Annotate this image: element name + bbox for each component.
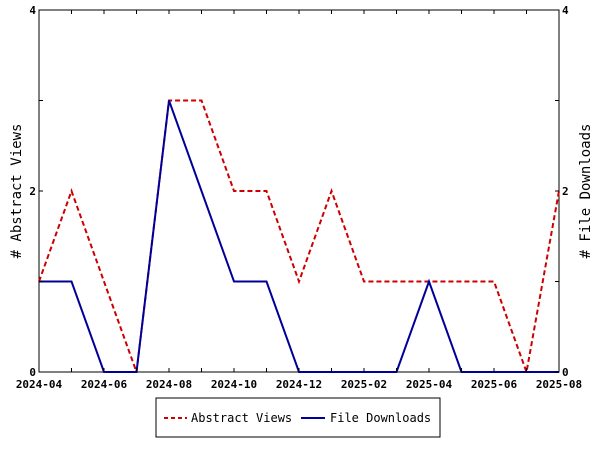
x-tick-label: 2024-12 bbox=[276, 378, 322, 391]
y-right-tick-label: 4 bbox=[562, 4, 569, 17]
x-tick-label: 2025-02 bbox=[341, 378, 387, 391]
x-tick-label: 2024-06 bbox=[81, 378, 128, 391]
y-axis-left-title: # Abstract Views bbox=[9, 124, 25, 259]
x-tick-label: 2025-08 bbox=[536, 378, 582, 391]
y-right-tick-label: 0 bbox=[562, 366, 569, 379]
legend-box bbox=[155, 397, 441, 438]
x-tick-label: 2025-06 bbox=[471, 378, 518, 391]
x-tick-label: 2024-08 bbox=[146, 378, 192, 391]
legend: Abstract Views File Downloads bbox=[155, 397, 441, 438]
x-axis-ticks: 2024-04 2024-06 2024-08 2024-10 2024-12 2025-… bbox=[16, 10, 582, 391]
series-line-abstract-views bbox=[38, 99, 560, 376]
y-right-tick-label: 2 bbox=[562, 185, 569, 198]
plot-area bbox=[38, 9, 560, 373]
y-axis-right-ticks: 0 2 4 bbox=[555, 4, 569, 379]
y-axis-right-title: # File Downloads bbox=[578, 124, 594, 259]
y-left-tick-label: 4 bbox=[29, 4, 36, 17]
x-tick-label: 2025-04 bbox=[406, 378, 453, 391]
legend-label-file-downloads: File Downloads bbox=[330, 411, 431, 425]
y-left-tick-label: 0 bbox=[29, 366, 36, 379]
y-left-tick-label: 2 bbox=[29, 185, 36, 198]
y-axis-left-ticks: 0 2 4 bbox=[29, 4, 43, 379]
x-tick-label: 2024-10 bbox=[211, 378, 257, 391]
x-tick-label: 2024-04 bbox=[16, 378, 63, 391]
legend-label-abstract-views: Abstract Views bbox=[191, 411, 292, 425]
